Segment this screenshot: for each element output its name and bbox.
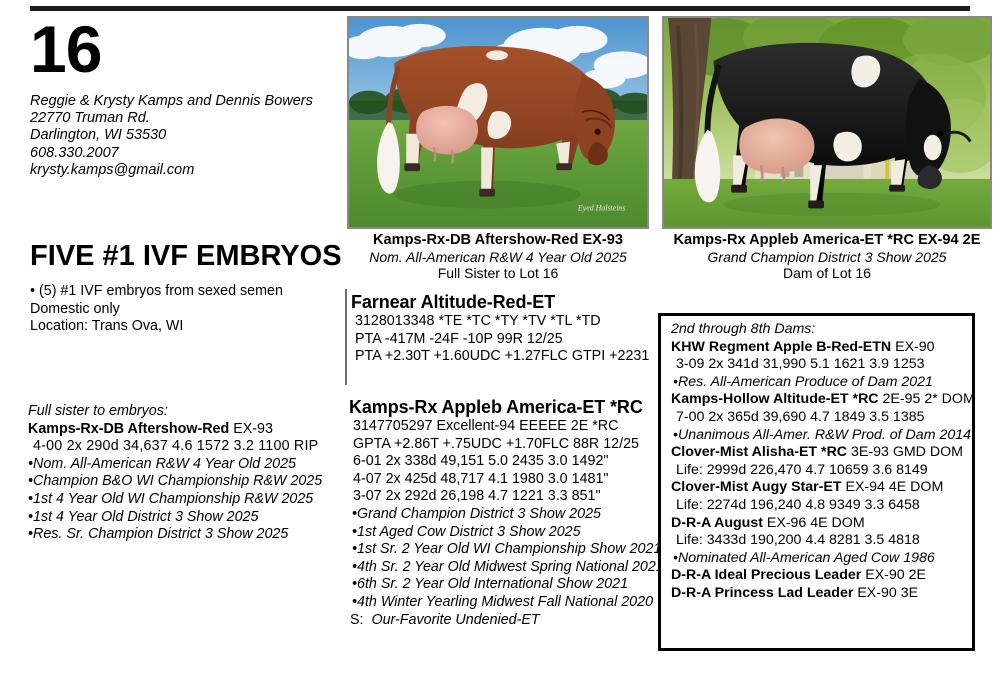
dam-block: Kamps-Rx Appleb America-ET *RC 314770529… (349, 396, 664, 629)
dam-sire-name: Our-Favorite Undenied-ET (371, 611, 540, 628)
sire-pta-production: PTA -417M -24F -10P 99R 12/25 (355, 330, 563, 347)
pedigree-dam-record: Life: 3433d 190,200 4.4 8281 3.5 4818 (676, 532, 920, 549)
sire-pta-type: PTA +2.30T +1.60UDC +1.27FLC GTPI +2231 (355, 348, 650, 365)
caption-left-award: Nom. All-American R&W 4 Year Old 2025 (369, 248, 627, 265)
pedigree-dam-name: Clover-Mist Augy Star-ET EX-94 4E DOM (671, 479, 944, 496)
pedigree-dam-record: Life: 2274d 196,240 4.8 9349 3.3 6458 (676, 496, 920, 513)
full-sister-award: •Champion B&O WI Championship R&W 2025 (28, 473, 323, 490)
full-sister-award: •1st 4 Year Old WI Championship R&W 2025 (28, 490, 314, 507)
offering-line-location: Location: Trans Ova, WI (30, 318, 184, 334)
full-sister-classification: EX-93 (233, 420, 273, 437)
black-cow-illustration (664, 18, 990, 227)
pedigree-box: 2nd through 8th Dams: KHW Regment Apple … (658, 313, 975, 651)
dam-lactation-record: 3-07 2x 292d 26,198 4.7 1221 3.3 851" (353, 488, 601, 505)
caption-right-photo: Kamps-Rx Appleb America-ET *RC EX-94 2E … (662, 232, 992, 282)
offering-line-embryos: • (5) #1 IVF embryos from sexed semen (30, 283, 283, 299)
pedigree-header: 2nd through 8th Dams: (671, 321, 816, 337)
lot-number: 16 (30, 12, 102, 86)
top-rule-divider (30, 6, 970, 11)
red-cow-illustration: Eyed Holsteins (349, 18, 647, 227)
cow-shape (694, 42, 972, 209)
pedigree-entry: D-R-A August EX-96 4E DOM Life: 3433d 19… (671, 515, 971, 568)
pedigree-dam-name: Kamps-Hollow Altitude-ET *RC 2E-95 2* DO… (671, 391, 975, 408)
pedigree-dam-name: D-R-A Princess Lad Leader EX-90 3E (671, 584, 919, 601)
caption-right-award: Grand Champion District 3 Show 2025 (707, 248, 947, 265)
pedigree-entry: Clover-Mist Alisha-ET *RC 3E-93 GMD DOM … (671, 444, 971, 479)
pedigree-dam-record: 7-00 2x 365d 39,690 4.7 1849 3.5 1385 (676, 408, 925, 425)
consignor-street: 22770 Truman Rd. (30, 110, 150, 127)
dam-gpta: GPTA +2.86T +.75UDC +1.70FLC 88R 12/25 (353, 435, 639, 452)
caption-left-name: Kamps-Rx-DB Aftershow-Red EX-93 (372, 232, 624, 248)
dam-id-classification: 3147705297 Excellent-94 EEEEE 2E *RC (353, 418, 619, 434)
pedigree-dam-record: 3-09 2x 341d 31,990 5.1 1621 3.9 1253 (676, 356, 925, 373)
dam-sire-line: S: Our-Favorite Undenied-ET (349, 612, 664, 630)
caption-left-photo: Kamps-Rx-DB Aftershow-Red EX-93 Nom. All… (347, 232, 649, 282)
full-sister-award: •Res. Sr. Champion District 3 Show 2025 (28, 526, 289, 543)
caption-right-relation: Dam of Lot 16 (783, 265, 871, 281)
full-sister-award: •1st 4 Year Old District 3 Show 2025 (28, 508, 259, 525)
photo-credit: Eyed Holsteins (577, 203, 626, 212)
consignor-city-state-zip: Darlington, WI 53530 (30, 127, 167, 144)
pedigree-dam-note: •Nominated All-American Aged Cow 1986 (673, 549, 935, 566)
pedigree-entry: D-R-A Ideal Precious Leader EX-90 2E (671, 567, 971, 585)
dam-sire-label: S: (350, 611, 364, 628)
dam-award: •1st Aged Cow District 3 Show 2025 (352, 523, 581, 540)
full-sister-record: 4-00 2x 290d 34,637 4.6 1572 3.2 1100 RI… (33, 438, 319, 455)
lot-headline: FIVE #1 IVF EMBRYOS (30, 240, 342, 272)
dam-award: •1st Sr. 2 Year Old WI Championship Show… (352, 541, 662, 558)
consignor-phone: 608.330.2007 (30, 144, 119, 161)
pedigree-entry: KHW Regment Apple B-Red-ETN EX-90 3-09 2… (671, 339, 971, 392)
consignor-name: Reggie & Krysty Kamps and Dennis Bowers (30, 93, 313, 109)
photo-aftershow-red-cow: Eyed Holsteins (347, 16, 649, 229)
offering-line-domestic: Domestic only (30, 300, 120, 317)
dam-lactation-record: 4-07 2x 425d 48,717 4.1 1980 3.0 1481" (353, 470, 609, 487)
pedigree-dam-name: D-R-A August EX-96 4E DOM (671, 514, 865, 531)
dam-award: •Grand Champion District 3 Show 2025 (352, 505, 601, 522)
full-sister-label: Full sister to embryos: (28, 403, 168, 419)
pedigree-dam-name: KHW Regment Apple B-Red-ETN EX-90 (671, 338, 935, 355)
consignor-email: krysty.kamps@gmail.com (30, 161, 195, 178)
full-sister-award: •Nom. All-American R&W 4 Year Old 2025 (28, 455, 297, 472)
pedigree-dam-record: Life: 2999d 226,470 4.7 10659 3.6 8149 (676, 461, 928, 478)
pedigree-list: 2nd through 8th Dams: KHW Regment Apple … (671, 321, 975, 603)
cow-shape (377, 46, 615, 197)
full-sister-name: Kamps-Rx-DB Aftershow-Red EX-93 (28, 420, 273, 437)
consignor-block: Reggie & Krysty Kamps and Dennis Bowers … (30, 93, 313, 179)
middle-column-divider (345, 289, 347, 385)
pedigree-dam-note: •Res. All-American Produce of Dam 2021 (673, 373, 933, 390)
caption-left-relation: Full Sister to Lot 16 (437, 265, 559, 281)
pedigree-entry: Kamps-Hollow Altitude-ET *RC 2E-95 2* DO… (671, 391, 975, 444)
full-sister-block: Full sister to embryos: Kamps-Rx-DB Afte… (28, 403, 348, 544)
offering-notes: • (5) #1 IVF embryos from sexed semen Do… (30, 283, 283, 336)
pedigree-dam-name: D-R-A Ideal Precious Leader EX-90 2E (671, 567, 926, 584)
dam-award: •4th Sr. 2 Year Old Midwest Spring Natio… (352, 558, 664, 575)
dam-award: •4th Winter Yearling Midwest Fall Nation… (352, 593, 654, 610)
sire-block: Farnear Altitude-Red-ET 3128013348 *TE *… (351, 291, 661, 366)
sire-name: Farnear Altitude-Red-ET (351, 292, 556, 312)
dam-name: Kamps-Rx Appleb America-ET *RC (349, 397, 643, 417)
pedigree-dam-note: •Unanimous All-Amer. R&W Prod. of Dam 20… (673, 426, 972, 443)
pedigree-entry: D-R-A Princess Lad Leader EX-90 3E (671, 585, 971, 603)
dam-award: •6th Sr. 2 Year Old International Show 2… (352, 576, 629, 593)
dam-lactation-record: 6-01 2x 338d 49,151 5.0 2435 3.0 1492" (353, 453, 609, 470)
photo-appleb-america-cow (662, 16, 992, 229)
pedigree-dam-name: Clover-Mist Alisha-ET *RC 3E-93 GMD DOM (671, 444, 963, 461)
pedigree-entry: Clover-Mist Augy Star-ET EX-94 4E DOM Li… (671, 479, 971, 514)
caption-right-name: Kamps-Rx Appleb America-ET *RC EX-94 2E (673, 232, 981, 248)
sire-id-codes: 3128013348 *TE *TC *TY *TV *TL *TD (355, 313, 601, 329)
